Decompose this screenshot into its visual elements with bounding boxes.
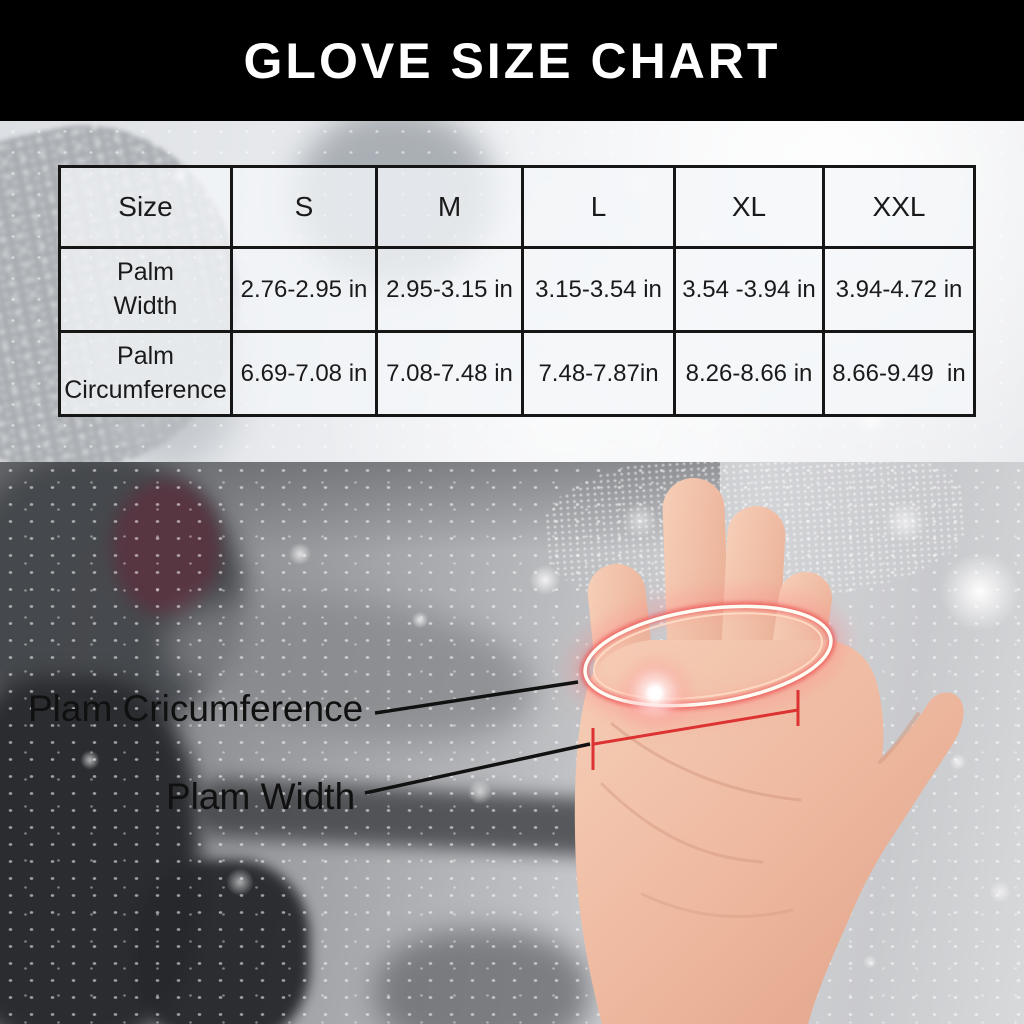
lower-photo-background: Plam Cricumference Plam Width [0, 462, 1024, 1024]
row-label-palm-width: Palm Width [58, 246, 233, 333]
title-banner: GLOVE SIZE CHART [0, 0, 1024, 121]
cell-palm-circumference-l: 7.48-7.87in [521, 330, 676, 417]
circumference-ring [571, 591, 845, 723]
cell-palm-circumference-xxl: 8.66-9.49 in [822, 330, 976, 417]
cell-palm-circumference-m: 7.08-7.48 in [375, 330, 524, 417]
hand-illustration [364, 477, 964, 1024]
col-header-xl: XL [673, 165, 825, 249]
palm-width-label: Plam Width [166, 776, 356, 817]
col-header-m: M [375, 165, 524, 249]
col-header-l: L [521, 165, 676, 249]
table-row-palm-circumference: Palm Circumference 6.69-7.08 in 7.08-7.4… [58, 330, 976, 417]
callout-line-circumference [374, 680, 579, 715]
palm-circumference-label: Plam Cricumference [28, 688, 364, 729]
cell-palm-circumference-xl: 8.26-8.66 in [673, 330, 825, 417]
cell-palm-width-l: 3.15-3.54 in [521, 246, 676, 333]
table-header-row: Size S M L XL XXL [58, 165, 976, 249]
page-title: GLOVE SIZE CHART [243, 32, 781, 89]
callout-line-width [364, 742, 591, 795]
cell-palm-width-xxl: 3.94-4.72 in [822, 246, 976, 333]
hand-shape [574, 477, 964, 1024]
col-header-s: S [230, 165, 378, 249]
cell-palm-width-s: 2.76-2.95 in [230, 246, 378, 333]
col-header-xxl: XXL [822, 165, 976, 249]
upper-photo-background: Size S M L XL XXL Palm Width 2.76-2.95 i… [0, 121, 1024, 462]
cell-palm-width-xl: 3.54 -3.94 in [673, 246, 825, 333]
cell-palm-width-m: 2.95-3.15 in [375, 246, 524, 333]
size-chart-table: Size S M L XL XXL Palm Width 2.76-2.95 i… [58, 165, 976, 417]
palm-width-measure-line [591, 690, 800, 770]
table-row-palm-width: Palm Width 2.76-2.95 in 2.95-3.15 in 3.1… [58, 246, 976, 333]
col-header-size: Size [58, 165, 233, 249]
cell-palm-circumference-s: 6.69-7.08 in [230, 330, 378, 417]
row-label-palm-circumference: Palm Circumference [58, 330, 233, 417]
